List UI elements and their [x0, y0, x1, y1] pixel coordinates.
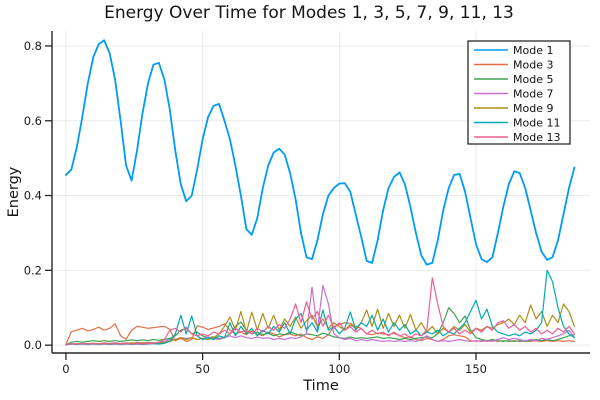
y-tick-label: 0.4	[24, 189, 42, 203]
y-tick-label: 0.6	[24, 114, 42, 128]
series-group	[65, 39, 576, 346]
chart-title: Energy Over Time for Modes 1, 3, 5, 7, 9…	[104, 3, 514, 23]
legend-label: Mode 1	[513, 44, 553, 57]
y-axis-label: Energy	[6, 166, 22, 218]
y-tick-label: 0.0	[24, 338, 42, 352]
x-tick-label: 150	[465, 362, 487, 376]
legend-label: Mode 9	[513, 102, 553, 115]
x-tick-label: 50	[195, 362, 210, 376]
series-line-mode-5	[65, 307, 576, 346]
y-tick-label: 0.8	[24, 39, 42, 53]
series-line-mode-7	[65, 284, 576, 346]
legend-box	[467, 40, 571, 145]
legend-label: Mode 3	[513, 59, 553, 72]
legend-label: Mode 5	[513, 73, 553, 86]
legend-label: Mode 13	[513, 131, 560, 144]
legend-label: Mode 11	[513, 117, 560, 130]
y-tick-label: 0.2	[24, 263, 42, 277]
legend-label: Mode 7	[513, 88, 553, 101]
x-tick-label: 100	[328, 362, 350, 376]
series-line-mode-13	[65, 277, 576, 346]
x-axis-label: Time	[303, 378, 339, 394]
series-line-mode-1	[65, 39, 576, 266]
x-tick-label: 0	[62, 362, 69, 376]
